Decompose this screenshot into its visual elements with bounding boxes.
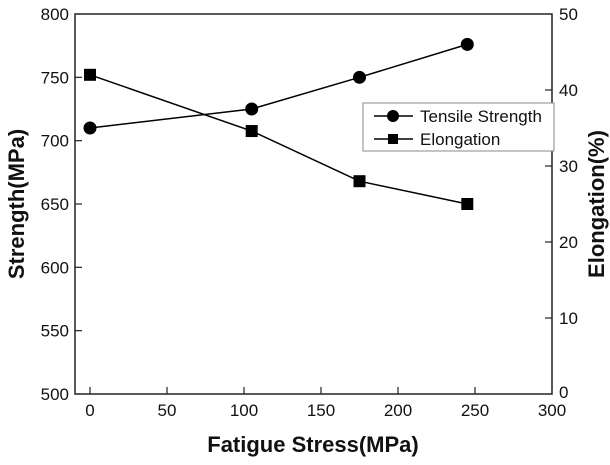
y-tick-label: 550 — [41, 322, 69, 341]
x-tick-label: 300 — [538, 401, 566, 420]
data-point-elongation — [353, 175, 366, 188]
y2-tick-label: 30 — [559, 157, 578, 176]
data-point-tensile-strength — [83, 121, 97, 135]
y2-tick-label: 10 — [559, 309, 578, 328]
y-tick-label: 600 — [41, 258, 69, 277]
y-tick-label: 800 — [41, 5, 69, 24]
y2-axis-title: Elongation(%) — [584, 130, 609, 278]
y2-tick-label: 50 — [559, 5, 578, 24]
data-point-elongation — [461, 198, 474, 210]
series-line-tensile-strength — [89, 43, 468, 129]
legend-label-elongation: Elongation — [420, 130, 500, 149]
y-tick-label: 650 — [41, 195, 69, 214]
x-tick-label: 50 — [158, 401, 177, 420]
legend: Tensile Strength Elongation — [362, 102, 555, 152]
plot-frame — [74, 13, 553, 395]
legend-marker-tensile — [387, 110, 399, 122]
data-point-tensile-strength — [460, 37, 474, 51]
x-tick-label: 150 — [307, 401, 335, 420]
x-tick-label: 0 — [85, 401, 94, 420]
data-point-tensile-strength — [353, 70, 366, 84]
y2-tick-label: 0 — [559, 383, 568, 402]
x-axis-title: Fatigue Stress(MPa) — [207, 432, 419, 457]
series-layer — [83, 37, 474, 210]
y-tick-label: 500 — [41, 385, 69, 404]
legend-label-tensile: Tensile Strength — [420, 107, 542, 126]
x-tick-label: 200 — [384, 401, 412, 420]
data-point-elongation — [245, 125, 258, 138]
y-tick-label: 750 — [41, 68, 69, 87]
y2-tick-label: 40 — [559, 81, 578, 100]
y2-tick-label: 20 — [559, 233, 578, 252]
data-point-elongation — [84, 68, 96, 81]
y-tick-label: 700 — [41, 132, 69, 151]
x-tick-label: 100 — [230, 401, 258, 420]
legend-marker-elongation — [388, 134, 398, 144]
x-tick-label: 250 — [461, 401, 489, 420]
series-line-elongation — [89, 74, 468, 205]
y-axis-title: Strength(MPa) — [4, 129, 29, 279]
data-point-tensile-strength — [245, 102, 259, 116]
